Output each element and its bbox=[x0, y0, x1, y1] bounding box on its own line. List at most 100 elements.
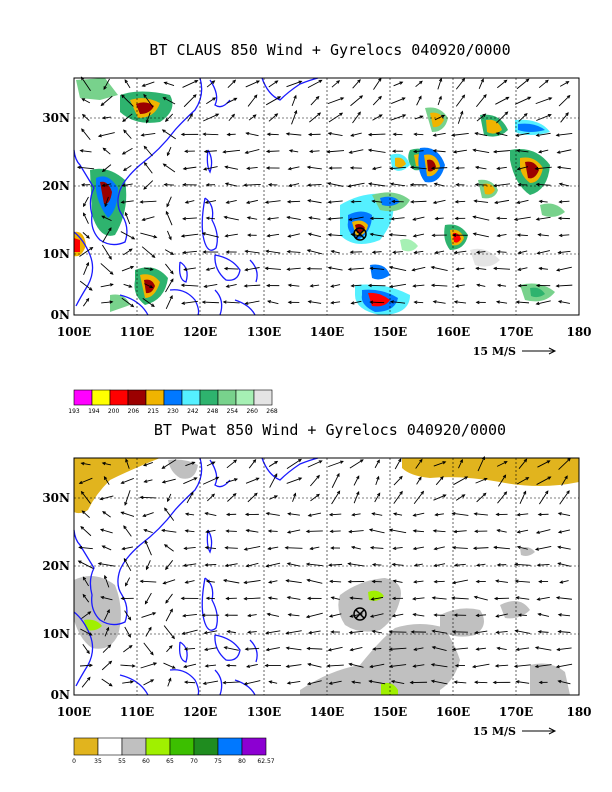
wind-vector-head bbox=[495, 300, 500, 304]
wind-vector bbox=[269, 473, 278, 488]
wind-vector-head bbox=[371, 629, 376, 634]
wind-vector bbox=[103, 609, 110, 621]
wind-vector-head bbox=[274, 473, 278, 478]
wind-vector bbox=[286, 133, 302, 136]
wind-vector bbox=[433, 530, 446, 533]
wind-vector-head bbox=[286, 250, 291, 254]
wind-vector bbox=[143, 94, 154, 108]
wind-vector-head bbox=[243, 681, 248, 686]
wind-vector-head bbox=[244, 267, 249, 272]
lon-tick: 110E bbox=[120, 705, 154, 719]
wind-vector bbox=[434, 563, 446, 567]
wind-vector-head bbox=[102, 511, 106, 515]
wind-vector bbox=[561, 475, 568, 486]
wind-vector-head bbox=[483, 94, 487, 98]
wind-vector-head bbox=[389, 166, 394, 171]
wind-vector bbox=[310, 96, 320, 106]
panel2-map bbox=[73, 456, 580, 696]
wind-vector bbox=[559, 183, 570, 187]
wind-vector-head bbox=[451, 596, 456, 600]
wind-vector-head bbox=[163, 544, 168, 548]
wind-vector bbox=[183, 477, 197, 485]
wind-vector-head bbox=[287, 300, 292, 305]
wind-vector-head bbox=[150, 303, 155, 307]
wind-vector bbox=[352, 79, 361, 89]
wind-vector-head bbox=[339, 112, 344, 117]
wind-vector bbox=[205, 664, 217, 667]
wind-vector bbox=[245, 250, 260, 254]
wind-vector-head bbox=[348, 630, 353, 635]
wind-vector-head bbox=[392, 579, 397, 583]
wind-vector-head bbox=[502, 474, 507, 479]
wind-vector bbox=[292, 493, 296, 502]
wind-vector-head bbox=[349, 166, 354, 170]
wind-vector bbox=[142, 81, 155, 87]
wind-vector-head bbox=[564, 475, 568, 480]
wind-vector bbox=[328, 267, 343, 271]
wind-vector-head bbox=[82, 593, 87, 598]
wind-vector-head bbox=[348, 150, 353, 154]
wind-vector-head bbox=[128, 248, 133, 252]
wind-vector bbox=[478, 79, 484, 89]
wind-vector-head bbox=[233, 97, 238, 101]
wind-vector bbox=[389, 529, 407, 534]
wind-vector-head bbox=[475, 613, 480, 618]
wind-vector-head bbox=[431, 646, 436, 650]
wind-vector bbox=[475, 630, 488, 634]
wind-vector-head bbox=[203, 284, 208, 288]
wind-vector-head bbox=[388, 265, 393, 270]
wind-vector-head bbox=[287, 234, 292, 238]
wind-vector-head bbox=[317, 112, 322, 116]
wind-vector-head bbox=[141, 83, 146, 87]
wind-vector-head bbox=[161, 528, 166, 533]
wind-vector-head bbox=[78, 545, 83, 550]
wind-vector bbox=[413, 530, 425, 533]
wind-vector bbox=[104, 196, 109, 207]
wind-vector-head bbox=[286, 530, 291, 534]
lat-tick: 10N bbox=[42, 247, 70, 261]
wind-vector bbox=[288, 183, 300, 187]
wind-vector bbox=[535, 166, 552, 170]
wind-vector bbox=[536, 300, 551, 305]
wind-vector-head bbox=[492, 183, 498, 188]
wind-vector-head bbox=[123, 129, 127, 134]
wind-vector-head bbox=[106, 609, 110, 613]
wind-vector-head bbox=[298, 80, 303, 84]
wind-vector-head bbox=[153, 235, 158, 239]
wind-vector bbox=[226, 200, 237, 204]
wind-vector-head bbox=[109, 283, 114, 287]
wind-vector bbox=[536, 114, 552, 121]
wind-vector-head bbox=[326, 149, 331, 154]
wind-vector-head bbox=[124, 211, 128, 216]
wind-vector bbox=[558, 546, 571, 550]
wind-vector bbox=[100, 529, 113, 534]
wind-vector bbox=[79, 664, 93, 667]
wind-vector bbox=[182, 629, 198, 635]
wind-vector-head bbox=[474, 680, 478, 684]
wind-vector-head bbox=[165, 566, 169, 571]
wind-vector bbox=[370, 547, 384, 549]
wind-vector-head bbox=[537, 612, 542, 617]
panel1-reference-vector: 15 M/S bbox=[473, 345, 557, 358]
wind-vector bbox=[413, 597, 425, 600]
wind-vector-head bbox=[125, 582, 129, 587]
wind-vector bbox=[535, 664, 552, 668]
wind-vector bbox=[124, 490, 131, 506]
wind-vector bbox=[206, 529, 216, 533]
wind-vector-head bbox=[369, 664, 374, 669]
wind-vector bbox=[351, 284, 362, 287]
wind-vector-head bbox=[515, 680, 520, 684]
wind-vector-head bbox=[330, 596, 335, 600]
wind-vector bbox=[389, 266, 407, 272]
wind-vector-head bbox=[515, 596, 520, 600]
wind-vector bbox=[287, 216, 301, 221]
wind-vector bbox=[455, 284, 465, 287]
wind-vector bbox=[246, 529, 259, 533]
wind-vector bbox=[288, 166, 300, 170]
wind-vector-head bbox=[183, 546, 188, 550]
wind-vector-head bbox=[307, 300, 312, 304]
wind-vector bbox=[557, 166, 571, 170]
wind-vector-head bbox=[495, 579, 500, 583]
wind-vector bbox=[285, 547, 303, 549]
